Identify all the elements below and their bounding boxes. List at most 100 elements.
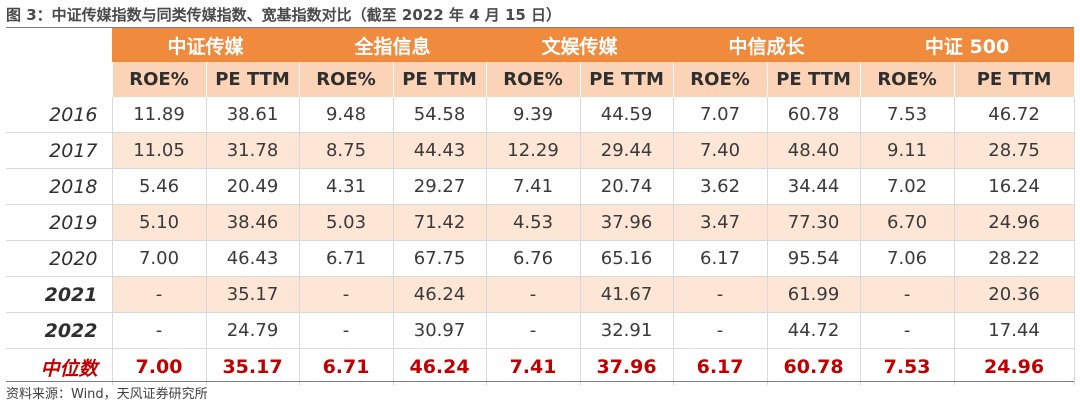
table-row: 2016 11.89 38.61 9.48 54.58 9.39 44.59 7.07 60.7…	[6, 97, 1075, 133]
group-header-row: 中证传媒 全指信息 文娱传媒 中信成长 中证 500	[6, 28, 1075, 62]
median-row: 中位数 7.00 35.17 6.71 46.24 7.41 37.96 6.1…	[6, 348, 1075, 385]
table-cell: 7.53	[860, 97, 955, 133]
table-cell: 7.02	[860, 168, 955, 205]
table-cell: 9.39	[486, 97, 581, 133]
group-header: 中证传媒	[112, 28, 300, 62]
subheader-cell: ROE%	[860, 62, 955, 97]
table-cell: 46.24	[393, 276, 487, 313]
group-header: 中信成长	[673, 28, 861, 62]
source-note: 资料来源：Wind，天风证券研究所	[6, 387, 208, 402]
subheader-cell: ROE%	[673, 62, 768, 97]
table-cell: 38.61	[206, 97, 300, 133]
table-row: 2019 5.10 38.46 5.03 71.42 4.53 37.96 3.47 77.30…	[6, 204, 1075, 241]
median-cell: 7.00	[112, 348, 207, 385]
table-cell: 65.16	[580, 240, 674, 277]
year-label: 2019	[6, 204, 113, 241]
bottom-rule	[6, 381, 1074, 382]
table-cell: 5.46	[112, 168, 207, 205]
corner-cell	[6, 62, 113, 97]
table-cell: 95.54	[767, 240, 861, 277]
table-cell: 29.44	[580, 132, 674, 169]
year-label: 2016	[6, 97, 113, 133]
table-cell: 5.10	[112, 204, 207, 241]
table-cell: 6.70	[860, 204, 955, 241]
table-cell: 24.96	[954, 204, 1075, 241]
group-header: 文娱传媒	[486, 28, 674, 62]
table-cell: 44.72	[767, 312, 861, 349]
table-cell: 9.48	[299, 97, 394, 133]
table-cell: 5.03	[299, 204, 394, 241]
table-cell: 6.71	[299, 240, 394, 277]
median-cell: 7.41	[486, 348, 581, 385]
table-cell: 48.40	[767, 132, 861, 169]
corner-cell	[6, 28, 112, 62]
subheader-cell: PE TTM	[393, 62, 487, 97]
group-header: 全指信息	[299, 28, 487, 62]
table-cell: 6.76	[486, 240, 581, 277]
table-cell: -	[299, 312, 394, 349]
table-cell: 32.91	[580, 312, 674, 349]
table-cell: 71.42	[393, 204, 487, 241]
median-cell: 6.17	[673, 348, 768, 385]
subheader-row: ROE% PE TTM ROE% PE TTM ROE% PE TTM ROE%…	[6, 62, 1075, 97]
year-label: 2021	[6, 276, 113, 313]
subheader-cell: PE TTM	[580, 62, 674, 97]
median-cell: 6.71	[299, 348, 394, 385]
subheader-cell: PE TTM	[206, 62, 300, 97]
table-cell: 31.78	[206, 132, 300, 169]
median-cell: 46.24	[393, 348, 487, 385]
table-cell: 7.41	[486, 168, 581, 205]
subheader-cell: PE TTM	[767, 62, 861, 97]
table-row: 2017 11.05 31.78 8.75 44.43 12.29 29.44 7.40 48.…	[6, 132, 1075, 169]
table-cell: -	[486, 312, 581, 349]
table-cell: 3.62	[673, 168, 768, 205]
table-cell: 4.53	[486, 204, 581, 241]
table-cell: 20.49	[206, 168, 300, 205]
table-cell: 20.36	[954, 276, 1075, 313]
table-cell: 20.74	[580, 168, 674, 205]
table-cell: -	[112, 276, 207, 313]
year-label: 2020	[6, 240, 113, 277]
table-cell: 11.05	[112, 132, 207, 169]
table-cell: -	[112, 312, 207, 349]
comparison-table: 中证传媒 全指信息 文娱传媒 中信成长 中证 500 ROE% PE TTM R…	[6, 28, 1075, 385]
table-cell: 34.44	[767, 168, 861, 205]
table-cell: 7.00	[112, 240, 207, 277]
table-cell: 41.67	[580, 276, 674, 313]
table-cell: 11.89	[112, 97, 207, 133]
median-cell: 7.53	[860, 348, 955, 385]
table-cell: -	[860, 276, 955, 313]
table-cell: 16.24	[954, 168, 1075, 205]
median-cell: 24.96	[954, 348, 1075, 385]
table-cell: 44.59	[580, 97, 674, 133]
table-cell: 67.75	[393, 240, 487, 277]
table-cell: -	[860, 312, 955, 349]
table-cell: 7.06	[860, 240, 955, 277]
table-cell: -	[673, 276, 768, 313]
table-cell: 4.31	[299, 168, 394, 205]
table-cell: 6.17	[673, 240, 768, 277]
table-cell: 60.78	[767, 97, 861, 133]
table-cell: 30.97	[393, 312, 487, 349]
median-cell: 60.78	[767, 348, 861, 385]
table-cell: 37.96	[580, 204, 674, 241]
table-cell: 7.07	[673, 97, 768, 133]
table-cell: 28.75	[954, 132, 1075, 169]
table-cell: 46.72	[954, 97, 1075, 133]
subheader-cell: ROE%	[112, 62, 207, 97]
table-cell: 12.29	[486, 132, 581, 169]
table-cell: 77.30	[767, 204, 861, 241]
median-label: 中位数	[6, 348, 113, 385]
median-cell: 37.96	[580, 348, 674, 385]
table-cell: -	[673, 312, 768, 349]
table-cell: 24.79	[206, 312, 300, 349]
table-cell: 3.47	[673, 204, 768, 241]
table-cell: -	[299, 276, 394, 313]
table-row: 2020 7.00 46.43 6.71 67.75 6.76 65.16 6.17 95.54…	[6, 240, 1075, 277]
subheader-cell: ROE%	[299, 62, 394, 97]
subheader-cell: PE TTM	[954, 62, 1075, 97]
median-cell: 35.17	[206, 348, 300, 385]
year-label: 2022	[6, 312, 113, 349]
group-header: 中证 500	[860, 28, 1075, 62]
table-cell: 44.43	[393, 132, 487, 169]
